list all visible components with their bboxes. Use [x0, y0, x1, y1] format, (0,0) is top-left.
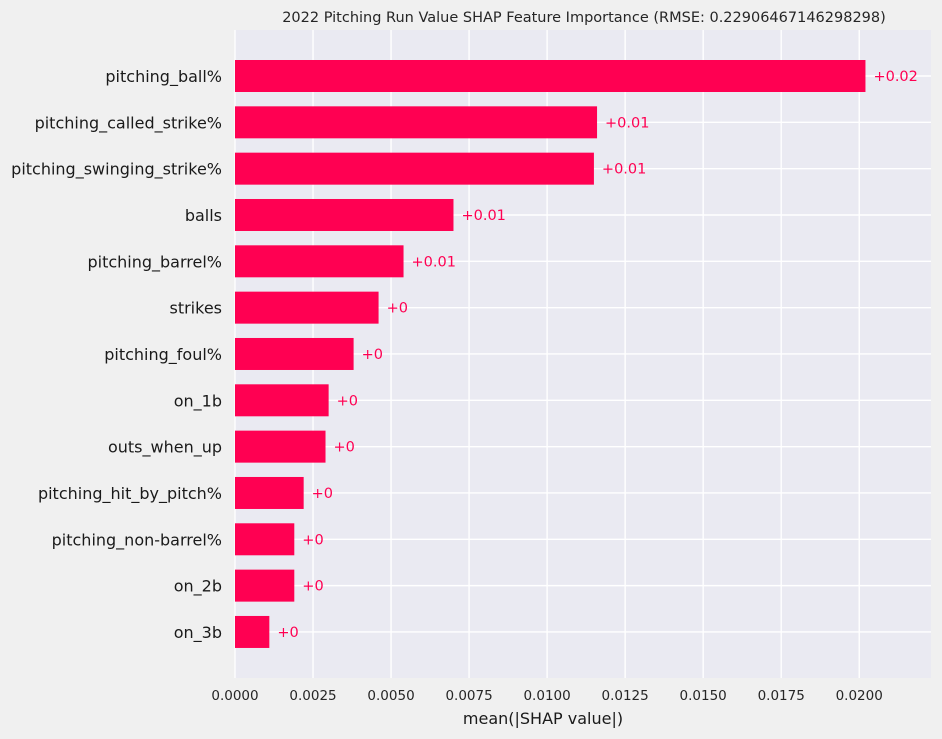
bar [235, 615, 270, 648]
y-tick-label: pitching_ball% [105, 67, 222, 87]
bar [235, 569, 295, 602]
bars [235, 60, 866, 648]
x-tick-label: 0.0125 [602, 688, 649, 704]
value-labels: +0.02 +0.01 +0.01 +0.01 +0.01 +0 +0 +0 +0 +0 +0 +0 +… [277, 69, 918, 641]
bar [235, 523, 295, 556]
bar [235, 291, 379, 324]
y-tick-labels: pitching_ball% pitching_called_strike%pit… [11, 67, 222, 643]
value-label: +0.02 [873, 69, 917, 85]
y-tick-label: on_3b [174, 623, 222, 643]
bar [235, 430, 326, 463]
x-tick-label: 0.0175 [758, 688, 805, 704]
value-label: +0.01 [412, 254, 456, 270]
y-tick-label: pitching_swinging_strike% [11, 160, 222, 180]
y-tick-label: on_2b [174, 577, 222, 597]
value-label: +0 [277, 625, 298, 641]
x-tick-label: 0.0000 [211, 688, 258, 704]
y-tick-label: outs_when_up [108, 438, 222, 458]
value-label: +0 [334, 440, 355, 456]
x-axis-label: mean(|SHAP value|) [463, 709, 623, 728]
x-tick-label: 0.0025 [289, 688, 336, 704]
y-tick-label: pitching_hit_by_pitch% [38, 484, 222, 504]
x-tick-label: 0.0050 [367, 688, 414, 704]
bar [235, 198, 454, 231]
y-tick-label: strikes [169, 299, 222, 318]
bar [235, 60, 866, 92]
bar [235, 337, 354, 370]
value-label: +0.01 [602, 162, 646, 178]
x-tick-label: 0.0100 [523, 688, 570, 704]
value-label: +0 [302, 532, 323, 548]
chart-title: 2022 Pitching Run Value SHAP Feature Imp… [282, 10, 886, 26]
x-tick-label: 0.0150 [680, 688, 727, 704]
x-tick-label: 0.0200 [836, 688, 883, 704]
y-tick-label: on_1b [174, 391, 222, 411]
value-label: +0 [362, 347, 383, 363]
x-tick-label: 0.0075 [445, 688, 492, 704]
y-tick-label: pitching_barrel% [87, 252, 222, 272]
y-tick-label: pitching_non-barrel% [52, 530, 222, 550]
y-tick-label: pitching_called_strike% [35, 113, 222, 133]
value-label: +0 [337, 393, 358, 409]
y-tick-label: balls [185, 206, 222, 225]
bar [235, 106, 598, 139]
value-label: +0.01 [461, 208, 505, 224]
value-label: +0 [302, 579, 323, 595]
value-label: +0.01 [605, 115, 649, 131]
x-tick-labels: 0.0000 0.0025 0.0050 0.0075 0.0100 0.0125 0.01… [211, 688, 882, 704]
y-tick-label: pitching_foul% [104, 345, 222, 365]
bar [235, 476, 304, 509]
value-label: +0 [312, 486, 333, 502]
bar [235, 384, 329, 417]
bar [235, 245, 404, 278]
value-label: +0 [387, 301, 408, 317]
bar [235, 152, 594, 185]
